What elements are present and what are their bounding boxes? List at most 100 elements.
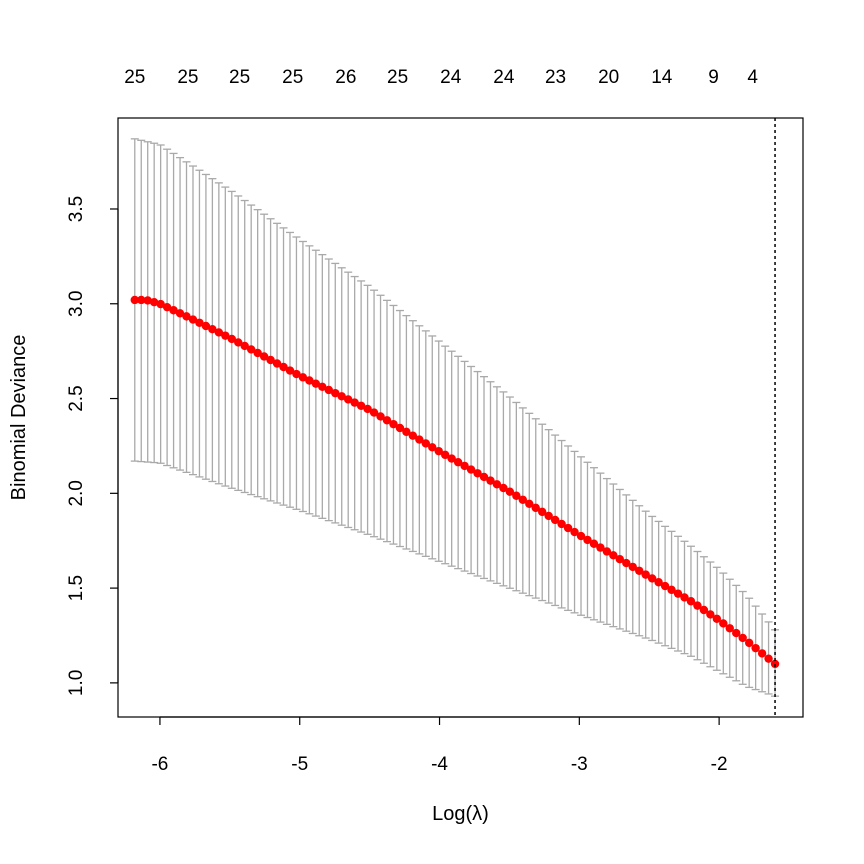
- deviance-point: [609, 551, 618, 560]
- deviance-point: [751, 643, 760, 653]
- top-axis-label: 25: [282, 67, 303, 88]
- deviance-points: [130, 295, 780, 669]
- top-axis-label: 14: [651, 67, 673, 88]
- deviance-point: [732, 628, 741, 638]
- deviance-point: [770, 659, 780, 669]
- top-axis-label: 20: [598, 67, 619, 88]
- deviance-point: [376, 412, 385, 421]
- deviance-point: [596, 543, 605, 552]
- y-axis: 1.0 1.5 2.0 2.5 3.0 3.5: [66, 196, 119, 696]
- deviance-point: [130, 295, 139, 305]
- deviance-point: [259, 352, 269, 361]
- top-axis-label: 23: [545, 67, 566, 88]
- x-tick-label: -2: [711, 754, 728, 775]
- deviance-point: [441, 450, 450, 460]
- deviance-point: [699, 605, 709, 615]
- deviance-point: [324, 385, 333, 395]
- deviance-point: [350, 398, 359, 407]
- top-axis-label: 24: [440, 67, 462, 88]
- plot-frame: [117, 117, 804, 718]
- top-axis-label: 4: [747, 67, 758, 88]
- deviance-point: [240, 341, 249, 351]
- deviance-point: [395, 423, 405, 433]
- top-axis-nonzero-counts: 25 25 25 25 26 25 24 24 23 20 14 9 4: [124, 67, 758, 88]
- y-tick-label: 1.0: [66, 670, 87, 696]
- deviance-point: [421, 439, 431, 448]
- deviance-point: [505, 487, 515, 496]
- deviance-point: [292, 369, 301, 379]
- deviance-point: [628, 562, 637, 572]
- deviance-point: [343, 395, 353, 404]
- deviance-point: [686, 597, 696, 606]
- deviance-point: [408, 431, 418, 440]
- deviance-point: [453, 458, 463, 467]
- deviance-point: [156, 299, 165, 309]
- deviance-point: [544, 511, 553, 521]
- deviance-point: [337, 392, 346, 401]
- deviance-point: [589, 539, 599, 548]
- deviance-point: [512, 491, 521, 500]
- deviance-point: [531, 503, 540, 513]
- deviance-point: [518, 495, 528, 504]
- deviance-point: [492, 480, 502, 489]
- deviance-point: [635, 566, 644, 575]
- deviance-point: [583, 535, 592, 545]
- deviance-point: [234, 338, 243, 347]
- deviance-point: [214, 328, 224, 337]
- deviance-point: [208, 325, 217, 334]
- deviance-point: [615, 554, 625, 564]
- deviance-point: [137, 295, 146, 305]
- top-axis-label: 25: [387, 67, 408, 88]
- deviance-point: [318, 382, 327, 392]
- deviance-point: [415, 435, 424, 444]
- deviance-point: [563, 523, 573, 533]
- deviance-point: [143, 296, 152, 305]
- deviance-point: [182, 312, 191, 321]
- deviance-point: [311, 379, 321, 388]
- deviance-point: [557, 519, 566, 529]
- deviance-point: [680, 593, 689, 602]
- deviance-point: [757, 649, 767, 658]
- x-tick-label: -3: [571, 754, 588, 775]
- deviance-point: [246, 345, 256, 354]
- top-axis-label: 26: [335, 67, 356, 88]
- x-axis: -6 -5 -4 -3 -2: [151, 716, 728, 775]
- y-tick-label: 3.5: [66, 196, 87, 222]
- deviance-point: [460, 461, 469, 471]
- deviance-point: [175, 309, 185, 318]
- top-axis-label: 25: [124, 67, 145, 88]
- y-tick-label: 1.5: [66, 575, 87, 601]
- deviance-point: [641, 570, 650, 579]
- deviance-point: [266, 355, 275, 365]
- deviance-point: [149, 298, 159, 307]
- deviance-point: [602, 547, 612, 556]
- deviance-point: [369, 408, 379, 417]
- y-axis-label: Binomial Deviance: [8, 335, 30, 501]
- deviance-point: [162, 302, 172, 312]
- deviance-point: [221, 331, 230, 340]
- deviance-point: [169, 306, 178, 315]
- deviance-point: [188, 315, 198, 324]
- deviance-point: [253, 348, 262, 358]
- deviance-point: [466, 465, 476, 474]
- deviance-point: [538, 507, 547, 517]
- deviance-point: [473, 469, 482, 478]
- deviance-point: [363, 404, 372, 414]
- deviance-point: [285, 366, 295, 375]
- top-axis-label: 25: [177, 67, 198, 88]
- deviance-point: [428, 443, 437, 452]
- deviance-point: [622, 558, 631, 568]
- top-axis-label: 25: [229, 67, 250, 88]
- deviance-point: [279, 362, 288, 372]
- deviance-point: [331, 388, 340, 398]
- deviance-point: [356, 401, 366, 410]
- deviance-point: [201, 321, 211, 331]
- deviance-point: [305, 376, 314, 385]
- deviance-point: [744, 638, 754, 648]
- deviance-point: [447, 454, 456, 463]
- deviance-point: [486, 476, 495, 485]
- deviance-point: [667, 585, 676, 595]
- deviance-point: [227, 334, 236, 344]
- deviance-point: [738, 633, 747, 643]
- deviance-point: [673, 589, 683, 598]
